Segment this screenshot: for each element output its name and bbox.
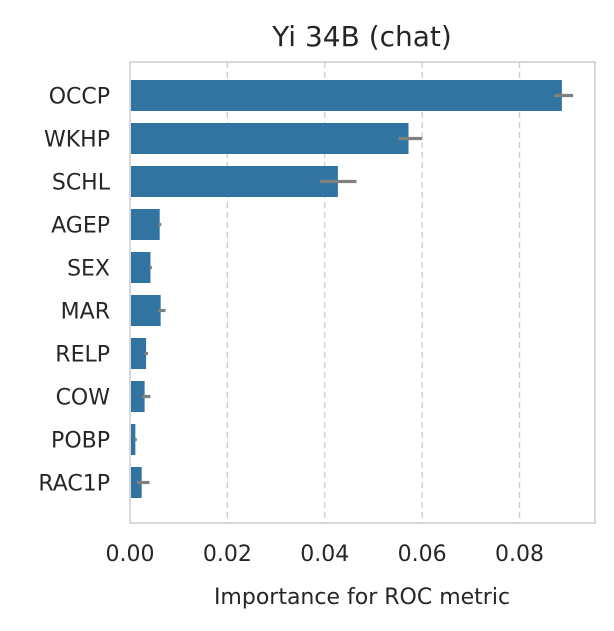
y-tick-labels: OCCP WKHP SCHL AGEP SEX MAR RELP COW POBP RAC1P xyxy=(38,85,110,497)
y-tick-label-cow: COW xyxy=(56,386,111,411)
y-tick-label-sex: SEX xyxy=(67,257,110,282)
x-tick-label: 0.00 xyxy=(106,542,155,567)
x-tick-labels: 0.00 0.02 0.04 0.06 0.08 xyxy=(106,542,545,567)
y-tick-label-rac1p: RAC1P xyxy=(38,472,110,497)
x-tick-label: 0.02 xyxy=(203,542,252,567)
y-tick-label-pobp: POBP xyxy=(51,429,110,454)
y-tick-label-occp: OCCP xyxy=(49,85,110,110)
y-tick-label-schl: SCHL xyxy=(52,171,111,196)
bar-mar xyxy=(131,295,161,326)
bar-pobp xyxy=(131,424,136,455)
y-tick-label-relp: RELP xyxy=(55,343,110,368)
bar-schl xyxy=(131,166,338,197)
error-bars xyxy=(134,93,574,485)
bar-occp xyxy=(131,80,562,111)
y-tick-label-agep: AGEP xyxy=(51,214,110,239)
bar-relp xyxy=(131,338,147,369)
y-tick-label-wkhp: WKHP xyxy=(44,128,110,153)
x-tick-label: 0.04 xyxy=(300,542,349,567)
bar-wkhp xyxy=(131,123,409,154)
bar-sex xyxy=(131,252,151,283)
x-tick-label: 0.06 xyxy=(398,542,447,567)
x-tick-label: 0.08 xyxy=(495,542,544,567)
plot-frame xyxy=(129,61,596,524)
bar-agep xyxy=(131,209,160,240)
y-tick-label-mar: MAR xyxy=(61,300,110,325)
x-axis-label: Importance for ROC metric xyxy=(214,585,510,610)
bar-cow xyxy=(131,381,145,412)
grid-lines xyxy=(226,62,521,523)
bars xyxy=(131,80,562,498)
chart-title: Yi 34B (chat) xyxy=(271,20,452,53)
bar-rac1p xyxy=(131,467,142,498)
